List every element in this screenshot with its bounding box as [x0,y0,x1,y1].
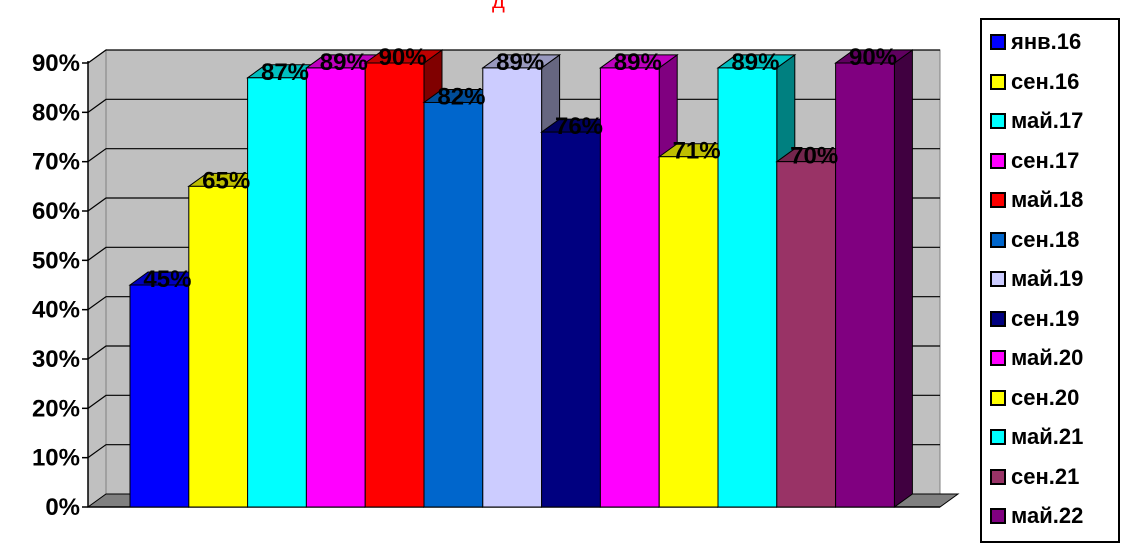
legend-item: сен.19 [990,303,1079,335]
legend-swatch [990,113,1006,129]
y-tick-label: 90% [32,50,80,77]
y-tick-label: 0% [45,494,80,521]
legend-label: сен.20 [1011,384,1080,410]
legend-swatch [990,271,1006,287]
data-labels: 45% 65% 87% 89% 90% 82% 89% 76% 89% 71% 89% 70% 90% [143,44,897,293]
legend-label: сен.18 [1011,226,1080,252]
legend-swatch [990,192,1006,208]
legend-swatch [990,152,1006,169]
chart-title-fragment: д [492,0,505,13]
data-label: 71% [673,138,721,165]
y-tick-label: 50% [32,247,80,274]
legend-item: сен.18 [990,224,1079,256]
data-label: 82% [437,83,485,110]
legend-label: май.18 [1011,187,1084,212]
data-label: 65% [202,167,250,194]
data-label: 89% [731,49,779,76]
legend-label: май.20 [1011,345,1084,370]
data-label: 89% [496,49,544,76]
legend-item: сен.21 [990,461,1079,493]
bar-май.22 [834,49,914,508]
bar-front [658,156,719,508]
bar-front [305,67,366,508]
legend-label: май.17 [1011,108,1084,133]
legend-label: май.22 [1011,503,1084,528]
legend-item: сен.20 [990,382,1079,414]
bar-front [247,77,307,508]
legend-label: май.21 [1011,424,1084,449]
data-label: 70% [790,143,838,170]
legend-swatch [990,231,1006,248]
y-tick-label: 20% [32,395,80,422]
data-label: 89% [614,49,662,76]
data-label: 87% [261,59,309,86]
data-label: 89% [320,49,368,76]
y-tick-labels: 0% 10% 20% 30% 40% 50% 60% 70% 80% 90% [32,50,80,521]
bars [128,49,914,508]
legend-item: май.18 [990,184,1083,216]
legend-item: май.22 [990,500,1083,532]
y-tick-label: 40% [32,297,80,324]
legend-item: май.21 [990,421,1083,453]
legend-item: сен.17 [990,145,1079,177]
side-wall [87,49,107,508]
data-label: 76% [555,113,603,140]
y-tick-label: 30% [32,346,80,373]
bar-front [188,185,249,508]
legend-swatch [990,34,1006,50]
data-label: 90% [849,44,897,71]
legend-label: сен.17 [1011,147,1080,173]
bar-front [835,62,895,508]
legend-label: сен.19 [1011,305,1080,331]
legend-swatch [990,429,1006,445]
legend-swatch [990,310,1006,327]
y-tick-label: 60% [32,198,80,225]
legend-item: сен.16 [990,66,1079,98]
bar-front [541,131,601,508]
legend: янв.16 сен.16 май.17 сен.17 май.18 сен.18 май.… [980,18,1120,543]
legend-label: май.19 [1011,266,1084,291]
bar-side [893,49,913,508]
y-tick-label: 70% [32,149,80,176]
data-label: 90% [379,44,427,71]
legend-item: май.20 [990,342,1083,374]
legend-item: янв.16 [990,26,1081,58]
bar-front [423,101,484,508]
bar-front [364,62,425,508]
legend-label: сен.21 [1011,463,1080,489]
legend-swatch [990,73,1006,90]
legend-label: янв.16 [1011,29,1082,54]
bar-front [599,67,660,508]
legend-swatch [990,389,1006,406]
bar-front [717,67,778,508]
bar-front [776,161,837,508]
y-tick-label: 80% [32,99,80,126]
legend-item: май.19 [990,263,1083,295]
data-label: 45% [143,266,191,293]
gridline [87,49,940,64]
legend-swatch [990,350,1006,366]
legend-label: сен.16 [1011,68,1080,94]
legend-swatch [990,468,1006,485]
legend-swatch [990,508,1006,524]
legend-item: май.17 [990,105,1083,137]
y-tick-label: 10% [32,445,80,472]
bar-front [482,67,543,508]
bar-front [129,284,190,508]
